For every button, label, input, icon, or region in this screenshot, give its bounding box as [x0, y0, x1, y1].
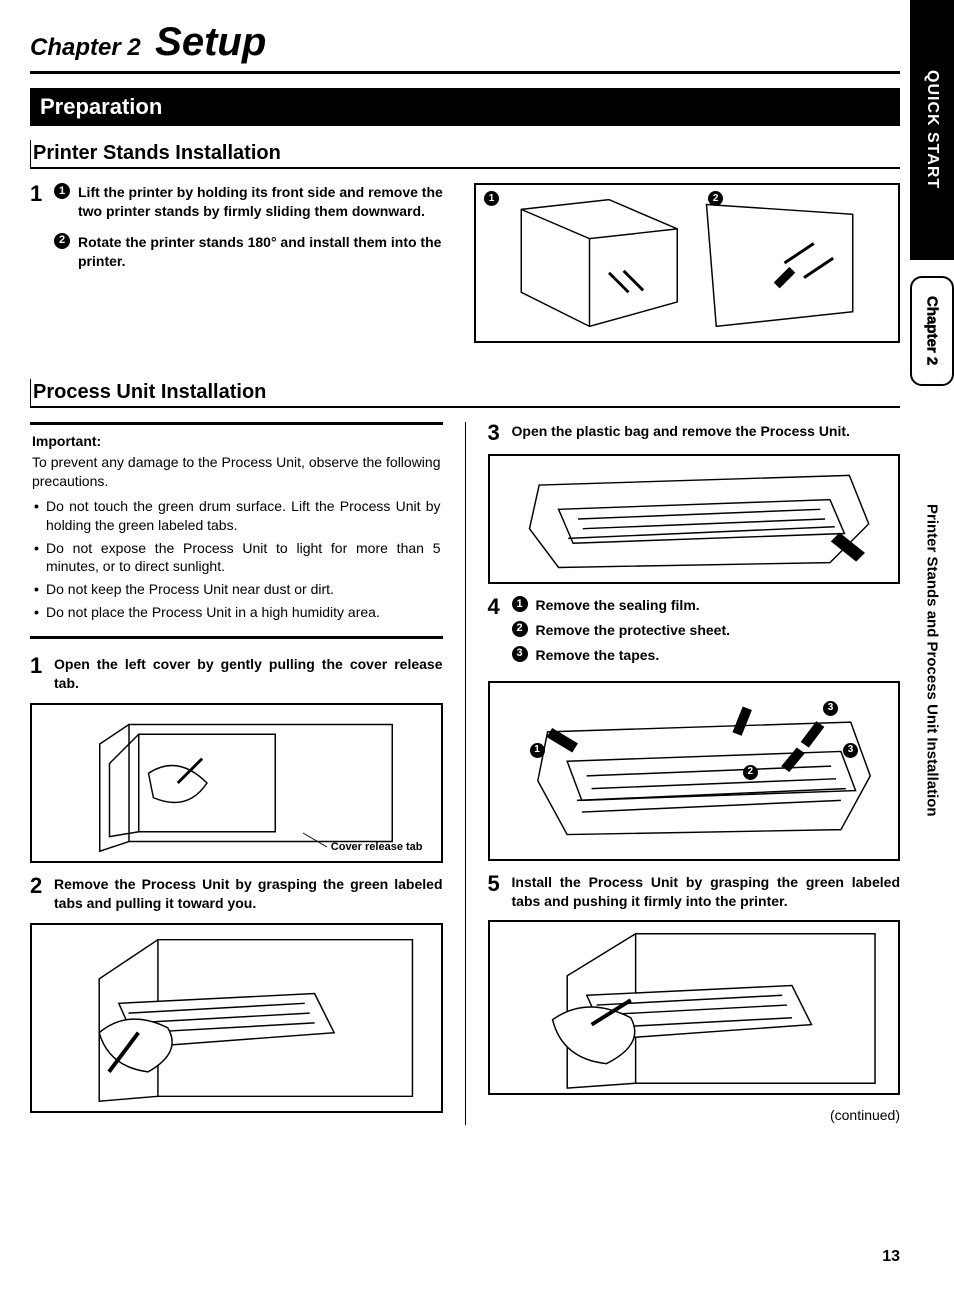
substep-1b: 2 Rotate the printer stands 180° and ins…	[54, 233, 456, 271]
step-number: 3	[488, 422, 512, 444]
bullet-1-icon: 1	[512, 596, 528, 612]
bullet-2-icon: 2	[512, 621, 528, 637]
chapter-header: Chapter 2 Setup	[30, 20, 900, 74]
process-step-1: 1 Open the left cover by gently pulling …	[30, 655, 443, 693]
substep-4c: 3 Remove the tapes.	[512, 646, 901, 665]
process-step-5: 5 Install the Process Unit by grasping t…	[488, 873, 901, 911]
important-item: Do not place the Process Unit in a high …	[32, 603, 441, 622]
step-text: Open the plastic bag and remove the Proc…	[512, 422, 901, 441]
section-preparation: Preparation	[30, 88, 900, 126]
figure-caption: Cover release tab	[331, 841, 423, 853]
figure-install-unit	[488, 920, 901, 1095]
important-list: Do not touch the green drum surface. Lif…	[32, 497, 441, 622]
step-number: 1	[30, 655, 54, 677]
figure-remove-film: 1 2 3 3	[488, 681, 901, 861]
process-step-2: 2 Remove the Process Unit by grasping th…	[30, 875, 443, 913]
substep-text: Lift the printer by holding its front si…	[78, 183, 456, 221]
figure-remove-unit	[30, 923, 443, 1113]
bullet-2-icon: 2	[54, 233, 70, 249]
figure-marker-2-icon: 2	[743, 765, 758, 780]
chapter-label: Chapter 2	[30, 34, 141, 61]
figure-marker-1-icon: 1	[484, 191, 499, 206]
subsection-process-unit: Process Unit Installation	[30, 379, 900, 408]
side-tabs: QUICK START Chapter 2 Printer Stands and…	[910, 0, 954, 1289]
substep-text: Rotate the printer stands 180° and insta…	[78, 233, 456, 271]
process-left-col: Important: To prevent any damage to the …	[30, 422, 443, 1125]
important-title: Important:	[32, 433, 441, 449]
subsection-printer-stands: Printer Stands Installation	[30, 140, 900, 169]
step-number: 2	[30, 875, 54, 897]
process-right-col: 3 Open the plastic bag and remove the Pr…	[488, 422, 901, 1125]
tab-quick-start: QUICK START	[910, 0, 954, 260]
illustration-install-unit	[490, 922, 899, 1093]
step-text: Remove the Process Unit by grasping the …	[54, 875, 443, 913]
figure-marker-2-icon: 2	[708, 191, 723, 206]
step-number: 1	[30, 183, 54, 205]
tab-section-title: Printer Stands and Process Unit Installa…	[910, 400, 954, 920]
substep-text: Remove the sealing film.	[536, 596, 700, 615]
stands-figure-col: 1 2	[474, 183, 900, 355]
important-item: Do not keep the Process Unit near dust o…	[32, 580, 441, 599]
step-text: Open the left cover by gently pulling th…	[54, 655, 443, 693]
page-content: Chapter 2 Setup Preparation Printer Stan…	[30, 20, 900, 1260]
tab-chapter-label: Chapter 2	[924, 296, 941, 365]
important-item: Do not touch the green drum surface. Lif…	[32, 497, 441, 535]
figure-marker-3b-icon: 3	[843, 743, 858, 758]
important-intro: To prevent any damage to the Process Uni…	[32, 453, 441, 491]
illustration-open-cover	[32, 705, 441, 861]
important-item: Do not expose the Process Unit to light …	[32, 539, 441, 577]
step-text: Install the Process Unit by grasping the…	[512, 873, 901, 911]
step-number: 5	[488, 873, 512, 895]
tab-chapter-2: Chapter 2	[910, 276, 954, 386]
process-step-3: 3 Open the plastic bag and remove the Pr…	[488, 422, 901, 444]
important-box: Important: To prevent any damage to the …	[30, 422, 443, 639]
bullet-3-icon: 3	[512, 646, 528, 662]
substep-4a: 1 Remove the sealing film.	[512, 596, 901, 615]
figure-marker-3-icon: 3	[823, 701, 838, 716]
illustration-open-bag	[490, 456, 899, 582]
illustration-remove-unit	[32, 925, 441, 1111]
stands-text-col: 1 1 Lift the printer by holding its fron…	[30, 183, 456, 355]
figure-open-cover: Cover release tab	[30, 703, 443, 863]
step-number: 4	[488, 596, 512, 618]
arrow-icon	[301, 831, 331, 851]
substep-text: Remove the protective sheet.	[536, 621, 731, 640]
page-number: 13	[882, 1248, 900, 1266]
substep-1a: 1 Lift the printer by holding its front …	[54, 183, 456, 221]
substep-text: Remove the tapes.	[536, 646, 660, 665]
figure-marker-1-icon: 1	[530, 743, 545, 758]
figure-open-bag	[488, 454, 901, 584]
figure-printer-stands: 1 2	[474, 183, 900, 343]
column-divider	[465, 422, 466, 1125]
substep-4b: 2 Remove the protective sheet.	[512, 621, 901, 640]
continued-label: (continued)	[488, 1107, 901, 1123]
bullet-1-icon: 1	[54, 183, 70, 199]
process-step-4: 4 1 Remove the sealing film. 2 Remove th…	[488, 596, 901, 671]
illustration-stands	[476, 185, 898, 341]
chapter-title: Setup	[155, 20, 266, 64]
